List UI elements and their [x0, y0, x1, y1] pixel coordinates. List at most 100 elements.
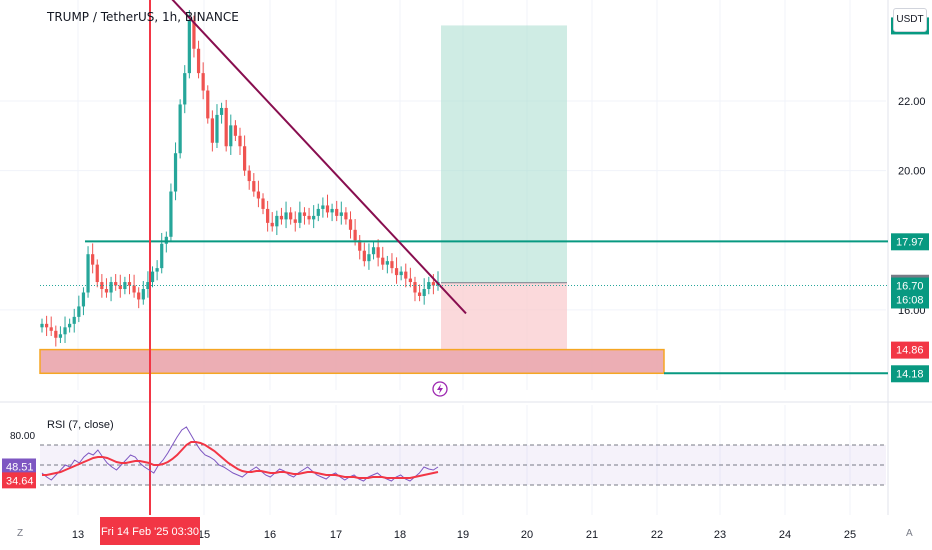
candle-body	[224, 107, 228, 147]
candle-body	[266, 208, 270, 223]
candle-body	[100, 282, 104, 290]
candle-body	[146, 282, 150, 290]
candle-body	[367, 254, 371, 262]
price-label-text: 17.97	[896, 236, 924, 248]
price-label-text: 16.70	[896, 281, 924, 293]
candle-body	[178, 104, 182, 154]
x-tick-label: 18	[394, 529, 406, 541]
candle-body	[385, 261, 389, 265]
candle-body	[376, 247, 380, 258]
candle-body	[54, 330, 58, 338]
candle-body	[293, 219, 297, 223]
rsi-tick-label: 80.00	[10, 431, 35, 442]
candle-body	[169, 191, 173, 237]
axis-corner-left[interactable]: Z	[17, 528, 24, 539]
candle-body	[95, 264, 99, 283]
candle-body	[242, 146, 247, 171]
candle-body	[270, 222, 274, 227]
x-tick-label: 20	[521, 529, 533, 541]
candle-body	[155, 268, 159, 272]
candle-body	[49, 327, 53, 331]
x-tick-label: 21	[586, 529, 598, 541]
overlays	[40, 0, 888, 515]
descending-trendline	[171, 0, 467, 315]
y-tick-label: 22.00	[898, 96, 926, 108]
candle-body	[206, 90, 210, 119]
candle-body	[344, 212, 348, 220]
candle-body	[289, 212, 293, 220]
candle-body	[252, 181, 256, 192]
x-tick-label: 13	[72, 529, 84, 541]
candle-body	[233, 125, 238, 136]
candle-body	[201, 73, 205, 91]
rsi-value-label: 48.51	[6, 461, 34, 473]
candle-body	[150, 271, 155, 283]
rsi-title: RSI (7, close)	[47, 419, 114, 431]
candle-body	[316, 208, 320, 216]
candle-body	[330, 208, 334, 213]
stop-zone	[441, 282, 567, 350]
chart-title: TRUMP / TetherUS, 1h, BINANCE	[47, 10, 239, 24]
candle-body	[381, 257, 385, 265]
price-label-bg	[891, 341, 929, 359]
candle-body	[137, 292, 141, 300]
rsi-value-label: 34.64	[6, 475, 34, 487]
x-tick-label: 24	[779, 529, 791, 541]
candle-body	[256, 191, 261, 199]
candle-body	[127, 282, 132, 286]
candle-body	[431, 282, 436, 286]
rsi-ma-line	[42, 441, 439, 479]
x-tick-label: 15	[198, 529, 210, 541]
candle-body	[394, 268, 399, 276]
candle-body	[215, 114, 219, 143]
candle-body	[132, 285, 136, 293]
demand-zone	[39, 348, 665, 375]
candle-body	[362, 250, 366, 262]
target-zone	[441, 25, 567, 283]
candle-body	[86, 254, 90, 293]
candle-body	[404, 271, 408, 279]
candle-body	[238, 135, 242, 147]
candle-body	[192, 20, 196, 49]
rsi-value-bg	[2, 472, 36, 489]
price-label-text: 14.86	[896, 345, 924, 357]
price-label-bg	[891, 365, 929, 383]
candle-body	[390, 261, 394, 269]
candle-body	[312, 215, 316, 220]
candle-body	[40, 323, 44, 328]
candle-body	[321, 205, 325, 209]
rsi-line	[41, 426, 439, 482]
candle-body	[77, 306, 81, 317]
candle-body	[160, 243, 164, 269]
axis-corner-right[interactable]: A	[906, 528, 913, 539]
rsi-pane: 80.00 48.51 34.64	[2, 426, 886, 489]
candle-body	[302, 212, 307, 216]
candle-body	[413, 282, 417, 293]
candle-body	[229, 125, 233, 147]
candle-body	[307, 215, 311, 220]
candle-body	[408, 278, 412, 283]
candle-body	[81, 292, 86, 307]
candle-body	[164, 236, 168, 244]
candle-body	[422, 289, 426, 296]
candle-body	[417, 292, 422, 296]
candle-body	[298, 212, 302, 223]
candle-body	[104, 289, 109, 293]
candle-body	[353, 229, 357, 241]
x-tick-label: 16	[264, 529, 276, 541]
candle-body	[275, 215, 279, 227]
candle-body	[72, 316, 76, 324]
candle-body	[427, 282, 431, 290]
candle-body	[63, 327, 67, 335]
currency-button[interactable]: USDT	[893, 8, 927, 32]
candle-body	[91, 254, 95, 265]
candle-body	[210, 118, 214, 143]
crosshair-date-label: Fri 14 Feb '25 03:30	[101, 526, 199, 538]
candles	[40, 10, 440, 347]
x-tick-label: 25	[844, 529, 856, 541]
candle-body	[187, 20, 191, 74]
price-label-bg	[891, 291, 929, 309]
lightning-glyph-icon	[437, 384, 443, 394]
candle-body	[371, 247, 376, 255]
